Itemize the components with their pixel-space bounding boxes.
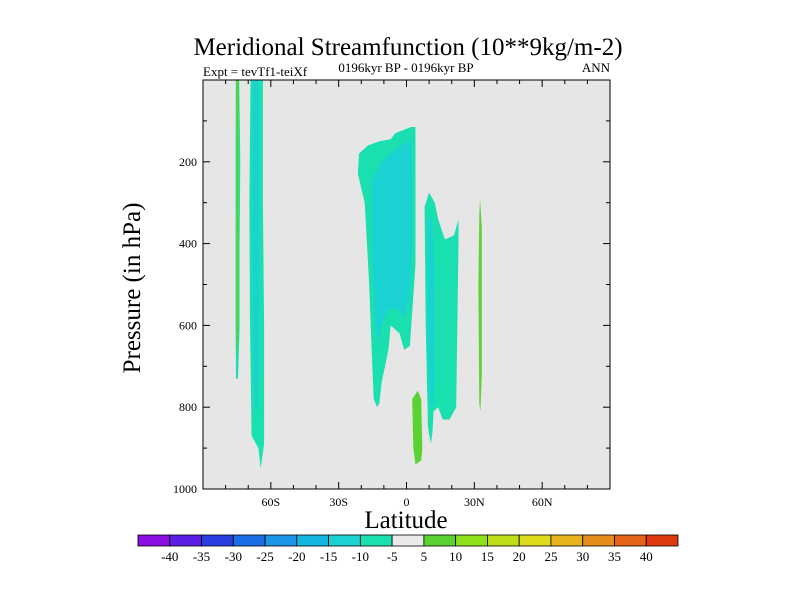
colorbar-label: 20 bbox=[513, 549, 526, 564]
colorbar-swatch bbox=[518, 534, 552, 547]
colorbar-swatch bbox=[455, 534, 488, 547]
contour-band-pos-75 bbox=[236, 80, 239, 359]
colorbar-swatch bbox=[582, 534, 615, 547]
y-tick-label: 400 bbox=[179, 237, 197, 251]
contour-band-neg-64-inner bbox=[252, 80, 259, 416]
y-axis-ticks: 200 400 600 800 1000 bbox=[173, 120, 610, 496]
y-axis-label: Pressure (in hPa) bbox=[119, 203, 146, 374]
colorbar-label: 35 bbox=[608, 549, 621, 564]
chart-title: Meridional Streamfunction (10**9kg/m-2) bbox=[193, 34, 622, 61]
colorbar-label: -20 bbox=[288, 549, 305, 564]
colorbar-swatch bbox=[614, 534, 647, 547]
colorbar-swatch bbox=[264, 534, 298, 547]
contour-cell-pos-low bbox=[412, 390, 423, 465]
colorbar-swatch bbox=[296, 534, 329, 547]
colorbar-label: 40 bbox=[640, 549, 653, 564]
colorbar-label: -10 bbox=[352, 549, 369, 564]
colorbar-label: -30 bbox=[225, 549, 242, 564]
x-axis-ticks: 60S 30S 0 30N 60N bbox=[225, 80, 588, 509]
x-tick-label: 60N bbox=[532, 495, 553, 509]
colorbar-swatch bbox=[423, 534, 457, 547]
colorbar-label: 15 bbox=[481, 549, 494, 564]
colorbar-label: 5 bbox=[421, 549, 428, 564]
y-tick-label: 600 bbox=[179, 318, 197, 332]
colorbar-label: -40 bbox=[161, 549, 178, 564]
colorbar-label: -35 bbox=[193, 549, 210, 564]
contour-cell-pos-north bbox=[478, 198, 482, 412]
right-subtitle: ANN bbox=[582, 60, 611, 75]
contour-cell-neg-north-inner bbox=[428, 215, 435, 408]
colorbar-label: 10 bbox=[449, 549, 462, 564]
colorbar-swatch bbox=[359, 534, 393, 547]
contour-cell-neg-south-inner bbox=[371, 139, 413, 346]
x-tick-label: 60S bbox=[261, 495, 280, 509]
colorbar-label: 30 bbox=[576, 549, 589, 564]
x-tick-label: 30N bbox=[464, 495, 485, 509]
colorbar-swatch bbox=[487, 534, 520, 547]
colorbar-swatch bbox=[550, 534, 584, 547]
left-subtitle: Expt = tevTf1-teiXf bbox=[203, 64, 308, 79]
colorbar-label: -5 bbox=[387, 549, 398, 564]
y-tick-label: 1000 bbox=[173, 482, 197, 496]
colorbar-swatch bbox=[201, 534, 234, 547]
colorbar-swatch bbox=[391, 534, 425, 547]
colorbar-label: -25 bbox=[256, 549, 273, 564]
x-tick-label: 0 bbox=[404, 495, 410, 509]
colorbar-swatch bbox=[328, 534, 361, 547]
y-tick-label: 800 bbox=[179, 400, 197, 414]
colorbar-label: -15 bbox=[320, 549, 337, 564]
colorbar-swatch bbox=[137, 534, 171, 547]
colorbar-label: 25 bbox=[544, 549, 557, 564]
colorbar-swatch bbox=[169, 534, 202, 547]
x-tick-label: 30S bbox=[329, 495, 348, 509]
colorbar: -40 -35 -30 -25 -20 -15 -10 -5 5 10 15 20 25 30 35 40 bbox=[137, 534, 679, 564]
center-subtitle: 0196kyr BP - 0196kyr BP bbox=[338, 60, 473, 75]
colorbar-swatch bbox=[645, 534, 679, 547]
y-tick-label: 200 bbox=[179, 155, 197, 169]
colorbar-swatch bbox=[232, 534, 266, 547]
contour-regions bbox=[235, 80, 482, 469]
x-axis-label: Latitude bbox=[364, 507, 447, 534]
